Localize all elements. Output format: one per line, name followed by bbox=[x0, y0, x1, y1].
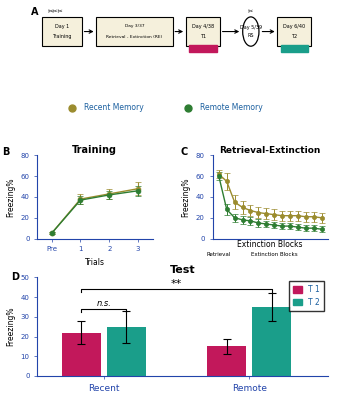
Text: ✂: ✂ bbox=[248, 10, 254, 14]
Bar bbox=[107, 327, 146, 376]
Text: Retrieval: Retrieval bbox=[207, 252, 231, 257]
FancyBboxPatch shape bbox=[186, 18, 220, 46]
Text: T1: T1 bbox=[200, 34, 206, 39]
Text: Day 3/37: Day 3/37 bbox=[125, 24, 144, 28]
Text: Day 5/39: Day 5/39 bbox=[240, 25, 262, 30]
Text: A: A bbox=[31, 7, 39, 17]
Bar bbox=[62, 333, 101, 376]
Y-axis label: Freezing%: Freezing% bbox=[6, 177, 15, 217]
Y-axis label: Freezing%: Freezing% bbox=[181, 177, 190, 217]
Text: n.s.: n.s. bbox=[96, 300, 111, 308]
X-axis label: Extinction Blocks: Extinction Blocks bbox=[237, 240, 303, 249]
Text: Extinction Blocks: Extinction Blocks bbox=[251, 252, 297, 257]
FancyBboxPatch shape bbox=[42, 17, 82, 46]
Text: T2: T2 bbox=[291, 34, 297, 39]
Bar bbox=[207, 346, 246, 376]
Text: Training: Training bbox=[52, 34, 72, 39]
Text: Day 1: Day 1 bbox=[55, 24, 69, 29]
Text: C: C bbox=[180, 147, 188, 157]
Bar bbox=[189, 45, 217, 52]
FancyBboxPatch shape bbox=[96, 17, 173, 46]
Text: B: B bbox=[3, 147, 10, 157]
Bar bbox=[281, 45, 308, 52]
Legend: T 1, T 2: T 1, T 2 bbox=[289, 281, 324, 311]
Title: Test: Test bbox=[170, 265, 195, 275]
Bar bbox=[252, 307, 291, 376]
Y-axis label: Freezing%: Freezing% bbox=[6, 307, 15, 346]
Text: Day 4/38: Day 4/38 bbox=[192, 24, 214, 29]
FancyBboxPatch shape bbox=[277, 18, 311, 46]
Text: ✂✂✂: ✂✂✂ bbox=[47, 10, 63, 14]
Text: D: D bbox=[11, 272, 19, 282]
Text: Recent Memory: Recent Memory bbox=[84, 103, 143, 112]
Text: Day 6/40: Day 6/40 bbox=[283, 24, 306, 29]
Text: Retrieval - Extinction (RE): Retrieval - Extinction (RE) bbox=[106, 35, 163, 39]
Text: **: ** bbox=[171, 279, 182, 289]
Text: Remote Memory: Remote Memory bbox=[200, 103, 263, 112]
Text: RS: RS bbox=[247, 33, 254, 38]
Title: Retrieval-Extinction: Retrieval-Extinction bbox=[219, 146, 321, 155]
Title: Training: Training bbox=[72, 145, 117, 155]
X-axis label: Trials: Trials bbox=[85, 258, 105, 267]
